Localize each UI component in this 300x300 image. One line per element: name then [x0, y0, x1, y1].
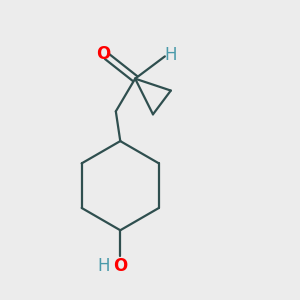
Text: O: O	[113, 257, 127, 275]
Text: O: O	[96, 45, 110, 63]
Text: H: H	[164, 46, 176, 64]
Text: H: H	[98, 257, 110, 275]
